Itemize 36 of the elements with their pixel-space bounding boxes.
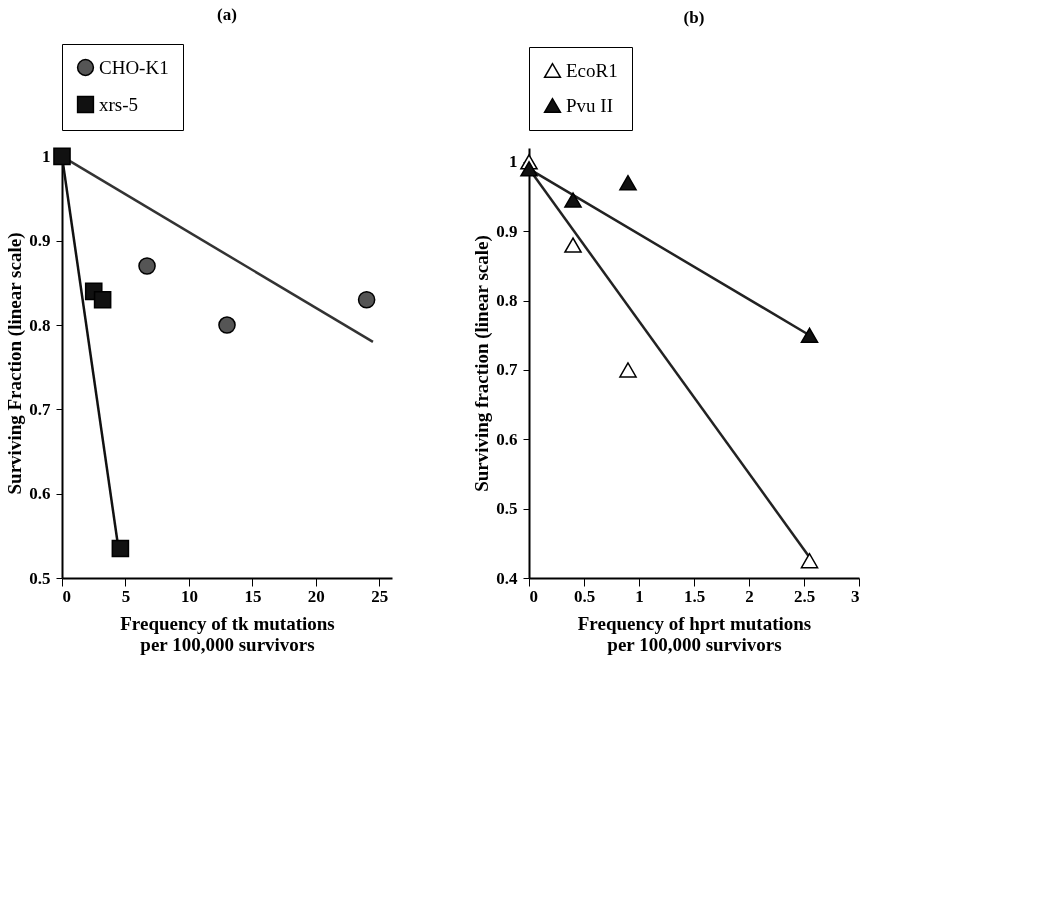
y-tick-label: 1 xyxy=(509,152,518,172)
y-tick-label: 0.5 xyxy=(496,499,518,519)
y-tick-label: 0.6 xyxy=(496,429,518,449)
y-axis-title: Surviving Fraction (linear scale) xyxy=(4,232,27,495)
x-tick-label: 10 xyxy=(180,586,198,606)
x-tick-label: 15 xyxy=(244,586,262,606)
x-tick-label: 20 xyxy=(307,586,325,606)
x-axis-title: Frequency of tk mutations per 100,000 survivors xyxy=(120,612,335,655)
chart-title: (a) xyxy=(217,4,237,24)
x-tick-label: 25 xyxy=(371,586,389,606)
legend-label: xrs-5 xyxy=(99,93,139,115)
x-tick-label: 2.5 xyxy=(793,586,816,606)
y-tick-label: 0.7 xyxy=(496,360,518,380)
legend-label: Pvu II xyxy=(566,94,613,116)
x-tick-label: 1 xyxy=(635,586,644,606)
x-axis-title: Frequency of hprt mutations per 100,000 survivors xyxy=(577,612,812,655)
y-tick-label: 0.9 xyxy=(29,231,51,251)
x-tick-label: 3 xyxy=(851,586,860,606)
y-tick-label: 0.9 xyxy=(496,221,518,241)
y-tick-label: 0.7 xyxy=(29,399,51,419)
chart-title: (b) xyxy=(683,7,705,27)
y-tick-label: 0.8 xyxy=(496,291,518,311)
x-tick-label: 0 xyxy=(62,586,71,606)
x-tick-label: 2 xyxy=(745,586,754,606)
legend-label: EcoR1 xyxy=(566,59,618,81)
x-tick-label: 5 xyxy=(121,586,131,606)
x-tick-label: 0.5 xyxy=(573,586,596,606)
legend-label: CHO-K1 xyxy=(99,56,169,78)
y-tick-label: 0.4 xyxy=(496,568,518,588)
y-tick-label: 1 xyxy=(42,146,51,166)
y-tick-label: 0.6 xyxy=(29,484,51,504)
x-tick-label: 0 xyxy=(529,586,538,606)
x-tick-label: 1.5 xyxy=(683,586,706,606)
y-tick-label: 0.5 xyxy=(29,568,51,588)
y-tick-label: 0.8 xyxy=(29,315,51,335)
y-axis-title: Surviving fraction (linear scale) xyxy=(471,235,494,492)
